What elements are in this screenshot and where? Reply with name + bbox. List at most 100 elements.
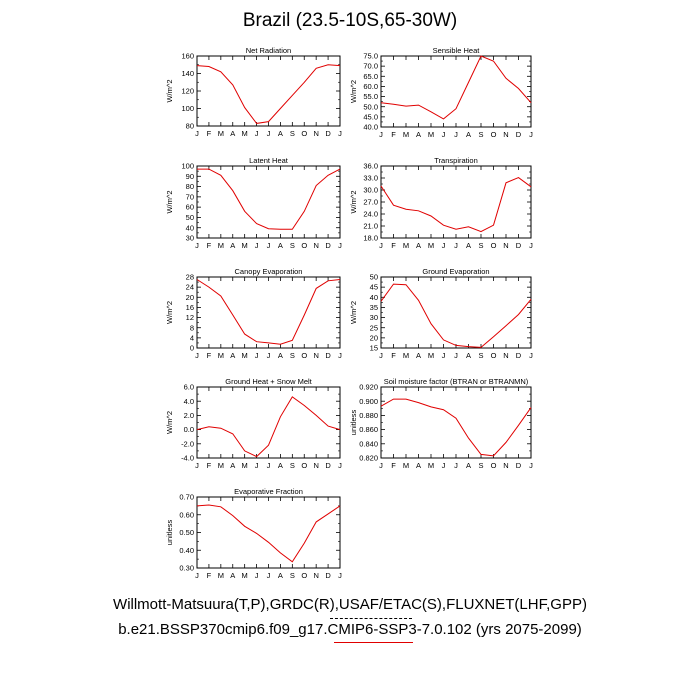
data-point (244, 333, 245, 334)
data-point (405, 398, 406, 399)
data-point (393, 205, 394, 206)
data-point (316, 415, 317, 416)
x-tick-label: F (207, 241, 212, 250)
x-tick-label: M (242, 129, 248, 138)
x-tick-label: M (428, 130, 434, 139)
x-tick-label: A (278, 461, 283, 470)
x-tick-label: F (207, 571, 212, 580)
x-tick-label: M (218, 351, 224, 360)
x-tick-label: J (529, 130, 533, 139)
data-point (208, 168, 209, 169)
y-tick-label: 80 (186, 122, 194, 131)
x-tick-label: J (267, 129, 271, 138)
x-tick-label: F (207, 461, 212, 470)
series-line (380, 398, 532, 457)
data-point (393, 398, 394, 399)
plot-frame (196, 276, 341, 349)
y-tick-label: 75.0 (363, 52, 378, 61)
y-tick-label: 50.0 (363, 102, 378, 111)
x-tick-label: J (255, 461, 259, 470)
x-tick-label: A (278, 351, 283, 360)
data-point (196, 429, 197, 430)
y-axis-label: W/m^2 (349, 190, 358, 213)
x-tick-label: A (416, 351, 421, 360)
series-line (196, 396, 341, 458)
x-tick-label: A (416, 241, 421, 250)
data-point (316, 521, 317, 522)
data-point (468, 438, 469, 439)
y-tick-label: 27.0 (363, 198, 378, 207)
x-tick-label: F (391, 241, 396, 250)
y-tick-label: 0.40 (179, 546, 194, 555)
x-tick-label: M (218, 571, 224, 580)
data-point (292, 95, 293, 96)
data-point (430, 406, 431, 407)
footer-underline-mark (334, 642, 413, 643)
data-point (232, 433, 233, 434)
data-point (196, 505, 197, 506)
x-tick-label: N (313, 241, 318, 250)
y-tick-label: 24 (186, 283, 194, 292)
data-point (256, 123, 257, 124)
x-tick-label: A (278, 129, 283, 138)
x-tick-label: J (338, 241, 342, 250)
series-line (197, 168, 341, 230)
series-line (380, 55, 532, 120)
x-tick-label: M (428, 241, 434, 250)
x-tick-label: J (454, 351, 458, 360)
data-point (455, 229, 456, 230)
x-tick-label: J (338, 351, 342, 360)
data-point (327, 513, 328, 514)
y-axis-label: W/m^2 (349, 80, 358, 103)
x-tick-label: O (301, 241, 307, 250)
x-tick-label: J (255, 571, 259, 580)
x-tick-label: J (529, 351, 533, 360)
data-point (443, 339, 444, 340)
y-axis-label: W/m^2 (165, 79, 174, 102)
chart-panel-8: Soil moisture factor (BTRAN or BTRANMN) u… (349, 377, 533, 470)
y-tick-label: 80 (186, 182, 194, 191)
data-point (405, 106, 406, 107)
data-point (530, 299, 531, 300)
data-point (220, 175, 221, 176)
y-tick-label: 0.70 (179, 493, 194, 502)
data-point (268, 445, 269, 446)
y-tick-label: 0.920 (359, 383, 378, 392)
y-tick-label: 24.0 (363, 210, 378, 219)
y-tick-label: 70 (186, 192, 194, 201)
data-point (232, 84, 233, 85)
data-point (530, 407, 531, 408)
y-tick-label: 35 (370, 303, 378, 312)
x-tick-label: J (379, 461, 383, 470)
data-point (316, 185, 317, 186)
x-tick-label: O (301, 351, 307, 360)
data-point (304, 211, 305, 212)
data-point (430, 111, 431, 112)
chart-title: Ground Heat + Snow Melt (225, 377, 312, 386)
y-tick-label: 40.0 (363, 123, 378, 132)
series-line (196, 279, 341, 345)
chart-title: Evaporative Fraction (234, 487, 303, 496)
y-tick-label: 20 (370, 333, 378, 342)
data-point (480, 454, 481, 455)
x-tick-label: M (218, 129, 224, 138)
data-point (268, 121, 269, 122)
y-tick-label: 0.30 (179, 564, 194, 573)
data-point (393, 104, 394, 105)
data-point (196, 65, 197, 66)
x-tick-label: M (242, 571, 248, 580)
plot-frame (196, 386, 341, 459)
data-point (280, 229, 281, 230)
data-point (256, 341, 257, 342)
data-point (256, 533, 257, 534)
data-point (505, 325, 506, 326)
y-axis-label: W/m^2 (165, 301, 174, 324)
chart-title: Net Radiation (246, 46, 291, 55)
plot-frame (380, 276, 532, 349)
x-tick-label: M (403, 461, 409, 470)
data-point (455, 418, 456, 419)
data-point (280, 552, 281, 553)
